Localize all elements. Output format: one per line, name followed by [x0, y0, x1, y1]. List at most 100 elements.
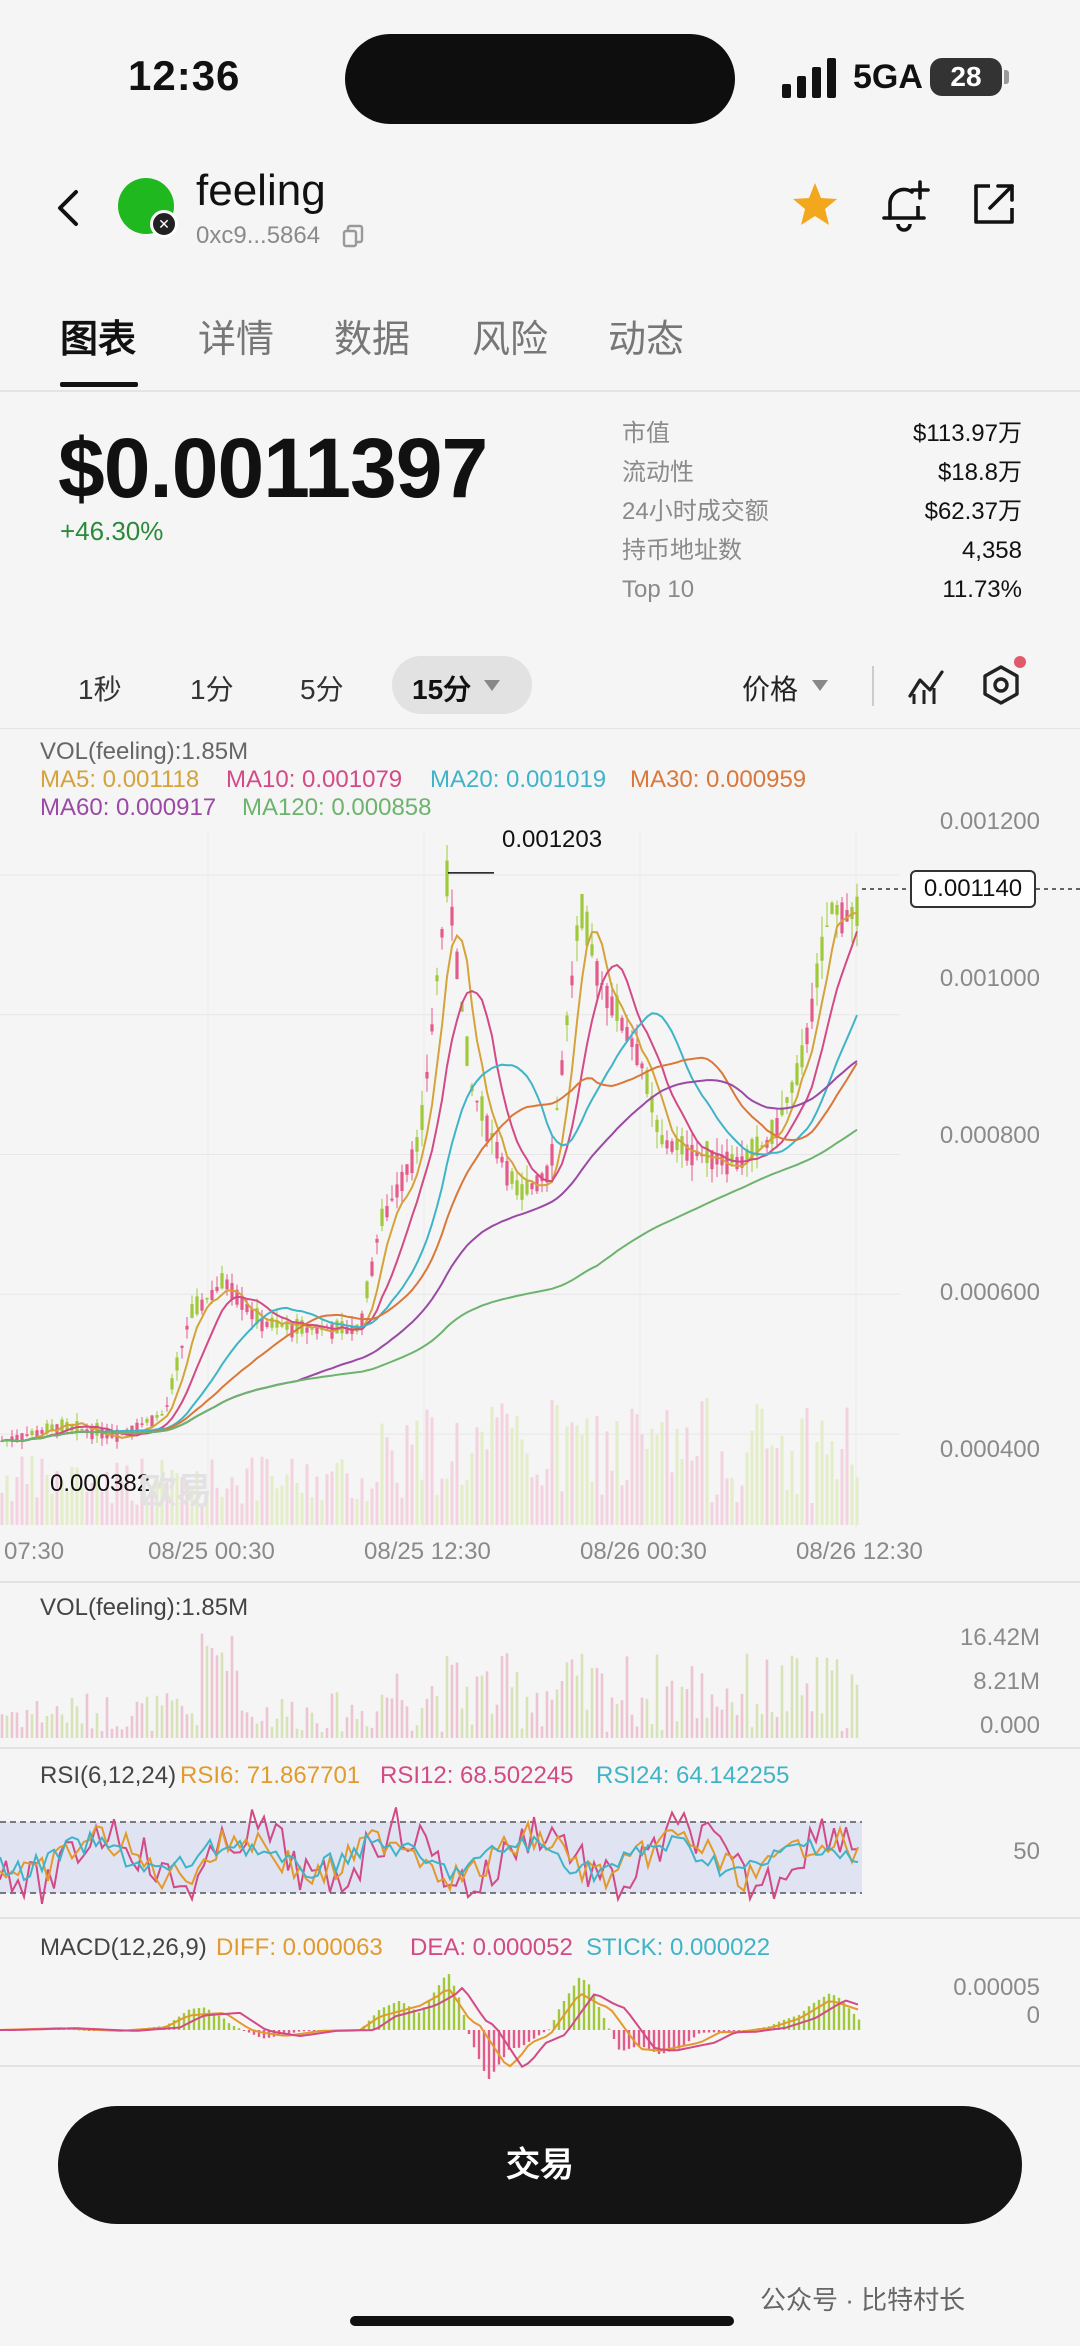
tab-risk[interactable]: 风险 [472, 319, 549, 361]
macd-histogram-bar [302, 2030, 306, 2032]
volume-bar [0, 1492, 4, 1525]
candle-body [80, 1428, 84, 1431]
volume-bar [335, 1462, 339, 1525]
volume-bar [340, 1731, 344, 1738]
volume-bar [620, 1700, 624, 1738]
volume-bar [665, 1686, 669, 1738]
volume-bar [235, 1485, 239, 1525]
favorite-star-icon[interactable] [790, 180, 840, 230]
timeframe-1m[interactable]: 1分 [190, 674, 234, 705]
trade-button[interactable]: 交易 [58, 2106, 1022, 2224]
volume-bar [140, 1458, 144, 1525]
volume-bar [160, 1460, 164, 1525]
volume-bar [245, 1468, 249, 1525]
volume-bar [455, 1662, 459, 1738]
candle-body [400, 1171, 404, 1192]
macd-histogram-bar [857, 2019, 861, 2030]
volume-bar [645, 1448, 649, 1525]
timeframe-1s[interactable]: 1秒 [78, 674, 122, 705]
add-alert-bell-icon[interactable] [878, 178, 934, 234]
volume-bar [135, 1504, 139, 1525]
tab-details[interactable]: 详情 [198, 319, 275, 361]
volume-bar [685, 1689, 689, 1738]
macd-histogram-bar [202, 2007, 206, 2030]
volume-bar [280, 1485, 284, 1525]
ma120-line [1, 1128, 858, 1443]
candle-body [810, 998, 814, 1022]
volume-bar [440, 1478, 444, 1525]
volume-bar [665, 1410, 669, 1525]
macd-histogram-bar [782, 2019, 786, 2030]
macd-histogram-bar [87, 2030, 91, 2031]
back-icon[interactable] [52, 188, 88, 228]
volume-bar [425, 1409, 429, 1525]
candle-body [785, 1097, 789, 1103]
copy-icon[interactable] [342, 224, 364, 248]
price-axis-label: 0.001000 [939, 965, 1040, 992]
macd-histogram-bar [527, 2030, 531, 2042]
volume-bar [5, 1715, 9, 1738]
macd-histogram-bar [382, 2007, 386, 2030]
volume-bar [310, 1497, 314, 1525]
stat-value: 11.73% [942, 576, 1022, 603]
volume-bar [340, 1459, 344, 1525]
timeframe-5m[interactable]: 5分 [300, 674, 344, 705]
volume-bar [525, 1453, 529, 1525]
volume-bar [520, 1728, 524, 1738]
tab-data[interactable]: 数据 [334, 319, 411, 361]
share-icon[interactable] [970, 180, 1018, 228]
settings-hexagon-icon[interactable] [980, 664, 1022, 706]
macd-histogram-bar [512, 2030, 516, 2049]
volume-bar [620, 1485, 624, 1525]
volume-bar [370, 1488, 374, 1525]
volume-bar [435, 1696, 439, 1738]
tab-chart[interactable]: 图表 [60, 319, 137, 361]
volume-bar [130, 1500, 134, 1525]
candle-body [305, 1327, 309, 1333]
candle-body [40, 1430, 44, 1434]
volume-bar [535, 1692, 539, 1738]
volume-bar [175, 1473, 179, 1525]
price-selector[interactable]: 价格 [742, 674, 799, 705]
legend-ma120: MA120: 0.000858 [242, 794, 432, 821]
candle-body [840, 902, 844, 934]
volume-bar [475, 1427, 479, 1525]
macd-histogram-bar [732, 2030, 736, 2032]
volume-bar [740, 1485, 744, 1525]
volume-bar [695, 1718, 699, 1738]
tab-activity[interactable]: 动态 [608, 319, 685, 361]
rsi6-value: RSI6: 71.867701 [180, 1762, 361, 1789]
volume-bar [250, 1457, 254, 1525]
time-axis-label: 08/25 12:30 [364, 1538, 491, 1565]
legend-vol: VOL(feeling):1.85M [40, 738, 249, 765]
candle-body [620, 1017, 624, 1031]
volume-bar [445, 1656, 449, 1738]
volume-bar [40, 1722, 44, 1738]
volume-bar [200, 1633, 204, 1738]
volume-bar [790, 1655, 794, 1738]
candle-body [505, 1161, 509, 1186]
stat-value: $113.97万 [913, 420, 1022, 447]
candle-body [835, 905, 839, 915]
price-chart[interactable] [0, 0, 1080, 2100]
candle-body [145, 1419, 149, 1423]
volume-bar [545, 1468, 549, 1525]
network-label: 5GA [853, 58, 923, 96]
volume-bar [165, 1482, 169, 1525]
candle-body [380, 1208, 384, 1226]
volume-bar [715, 1494, 719, 1525]
macd-histogram-bar [652, 2030, 656, 2052]
candle-body [365, 1281, 369, 1299]
timeframe-15m[interactable]: 15分 [412, 674, 472, 705]
macd-dea-line [0, 1986, 859, 2069]
candle-body [25, 1434, 29, 1436]
timeframe-15m-pill[interactable] [392, 656, 532, 714]
volume-bar [175, 1698, 179, 1738]
candle-body [560, 1060, 564, 1075]
indicator-chart-icon[interactable] [906, 666, 946, 706]
candle-body [515, 1180, 519, 1196]
candle-body [20, 1433, 24, 1442]
volume-bar [805, 1683, 809, 1738]
volume-bar [190, 1713, 194, 1738]
candle-body [215, 1286, 219, 1291]
